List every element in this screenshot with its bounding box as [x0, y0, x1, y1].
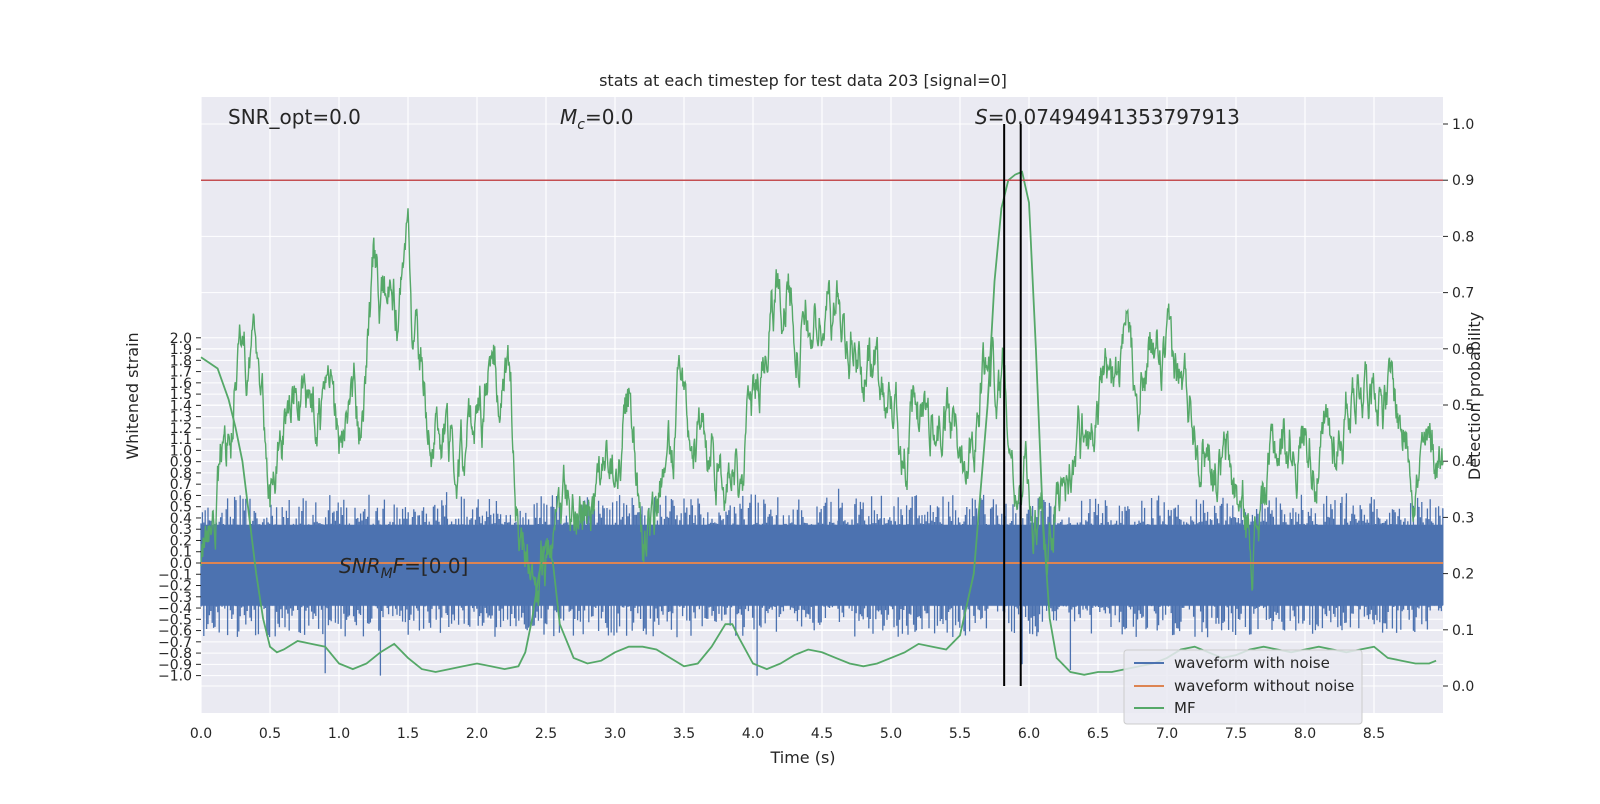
y-axis-left-label: Whitened strain: [123, 332, 142, 459]
y-right-tick-label: 0.2: [1452, 567, 1474, 583]
y-left-tick-label: 0.9: [170, 455, 192, 471]
legend-entry-clean: waveform without noise: [1174, 677, 1354, 695]
y-axis-right-label: Detection probability: [1465, 312, 1484, 480]
x-axis-label: Time (s): [769, 748, 835, 767]
y-right-tick-label: 0.5: [1452, 398, 1474, 414]
annotation-s-symbol: S: [975, 105, 988, 129]
axis-ticks: 0.0 0.5 1.0 1.5 2.0 2.5 3.0 3.5 4.0 4.5 5.0 5.5 6.0 6…: [158, 117, 1474, 742]
x-tick-label: 7.5: [1225, 726, 1247, 742]
y-left-tick-label: −0.1: [158, 567, 192, 583]
annotation-mc-value: =0.0: [585, 105, 634, 129]
y-left-tick-label: 1.0: [170, 443, 192, 459]
y-right-tick-label: 0.1: [1452, 623, 1474, 639]
y-left-tick-label: 0.7: [170, 477, 192, 493]
y-left-tick-label: 0.5: [170, 500, 192, 516]
annotation-s: S=0.07494941353797913: [975, 105, 1240, 129]
annotation-mc-symbol: M: [560, 105, 577, 129]
x-tick-label: 1.0: [328, 726, 350, 742]
series-green-strain-trace: [200, 208, 1444, 607]
x-tick-label: 3.5: [673, 726, 695, 742]
y-left-tick-label: 1.8: [170, 353, 192, 369]
y-left-tick-label: 0.6: [170, 488, 192, 504]
y-left-tick-label: 0.4: [170, 511, 192, 527]
x-tick-label: 8.0: [1294, 726, 1316, 742]
y-left-tick-label: −0.5: [158, 612, 192, 628]
y-right-tick-label: 0.9: [1452, 173, 1474, 189]
annotation-snr-mf-symbol: SNR: [339, 554, 381, 578]
y-right-tick-label: 0.8: [1452, 229, 1474, 245]
series-waveform-with-noise: [200, 488, 1444, 676]
legend-box: [1123, 649, 1363, 725]
y-left-tick-label: 1.6: [170, 376, 192, 392]
y-left-tick-label: 0.3: [170, 522, 192, 538]
x-tick-label: 6.5: [1087, 726, 1109, 742]
annotation-snr-opt: SNR_opt=0.0: [228, 105, 361, 129]
x-tick-label: 4.5: [811, 726, 833, 742]
y-left-tick-label: 0.0: [170, 556, 192, 572]
y-left-tick-label: −0.9: [158, 657, 192, 673]
y-left-tick-label: 1.1: [170, 432, 192, 448]
x-tick-label: 6.0: [1018, 726, 1040, 742]
y-right-tick-label: 1.0: [1452, 117, 1474, 133]
y-left-tick-label: −0.6: [158, 624, 192, 640]
x-tick-label: 5.5: [949, 726, 971, 742]
y-right-tick-label: 0.7: [1452, 286, 1474, 302]
x-tick-label: 4.0: [742, 726, 764, 742]
x-tick-label: 0.0: [190, 726, 212, 742]
y-left-tick-label: 1.9: [170, 342, 192, 358]
y-left-tick-label: −0.4: [158, 601, 192, 617]
y-left-tick-label: 0.1: [170, 545, 192, 561]
chart-title: stats at each timestep for test data 203…: [599, 71, 1007, 90]
y-left-tick-label: −0.8: [158, 646, 192, 662]
y-right-tick-label: 0.4: [1452, 454, 1474, 470]
y-left-tick-label: 0.8: [170, 466, 192, 482]
x-tick-label: 5.0: [880, 726, 902, 742]
x-tick-label: 2.5: [535, 726, 557, 742]
annotation-snr-mf: SNRMF=[0.0]: [339, 554, 468, 582]
legend-entry-mf: MF: [1174, 699, 1196, 717]
y-left-tick-label: 1.2: [170, 421, 192, 437]
y-left-tick-label: −1.0: [158, 669, 192, 685]
x-tick-label: 2.0: [466, 726, 488, 742]
y-left-tick-label: 0.2: [170, 533, 192, 549]
x-tick-label: 7.0: [1156, 726, 1178, 742]
y-left-tick-label: 1.4: [170, 398, 192, 414]
annotation-mc: Mc=0.0: [560, 105, 634, 133]
annotation-mc-sub: c: [577, 117, 585, 133]
annotation-snr-mf-value: =[0.0]: [404, 554, 468, 578]
y-left-tick-label: −0.3: [158, 590, 192, 606]
annotation-snr-mf-suffix: F: [393, 554, 405, 578]
legend: waveform with noise waveform without noi…: [1123, 649, 1363, 725]
y-right-tick-label: 0.6: [1452, 342, 1474, 358]
y-left-tick-label: 1.3: [170, 410, 192, 426]
annotation-s-value: =0.07494941353797913: [988, 105, 1240, 129]
x-tick-label: 1.5: [397, 726, 419, 742]
annotation-snr-mf-sub: M: [381, 566, 393, 582]
y-left-tick-label: 2.0: [170, 331, 192, 347]
y-right-tick-label: 0.0: [1452, 679, 1474, 695]
x-tick-label: 0.5: [259, 726, 281, 742]
y-left-tick-label: 1.7: [170, 365, 192, 381]
x-tick-label: 3.0: [604, 726, 626, 742]
y-left-tick-label: −0.2: [158, 579, 192, 595]
x-tick-label: 8.5: [1363, 726, 1385, 742]
y-left-tick-label: −0.7: [158, 635, 192, 651]
y-left-tick-label: 1.5: [170, 387, 192, 403]
y-right-tick-label: 0.3: [1452, 510, 1474, 526]
legend-entry-noise: waveform with noise: [1174, 654, 1330, 672]
